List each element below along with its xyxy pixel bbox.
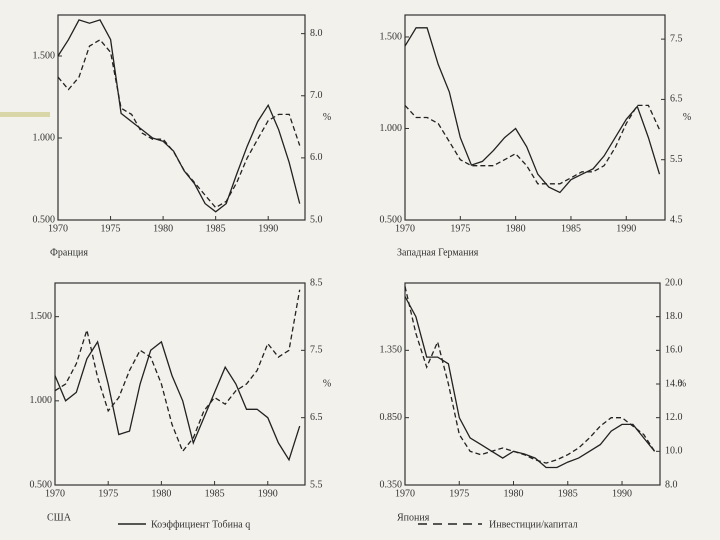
- x-tick-label: 1980: [506, 223, 526, 234]
- y2-axis-label: %: [678, 378, 686, 389]
- y2-tick-label: 7.0: [310, 90, 323, 101]
- series-line: [57, 38, 301, 209]
- x-tick-label: 1990: [258, 488, 278, 499]
- plot-frame: [404, 14, 666, 221]
- y2-tick-label: 8.0: [310, 28, 323, 39]
- y2-tick-label: 5.0: [310, 214, 323, 225]
- y2-tick-label: 5.5: [670, 154, 683, 165]
- legend-label: Инвестиции/капитал: [489, 519, 578, 530]
- chart-title: Франция: [50, 247, 88, 258]
- series-line: [54, 340, 301, 462]
- series-line: [404, 27, 661, 194]
- y2-tick-label: 6.5: [670, 94, 683, 105]
- y-tick-label: 1.500: [33, 50, 56, 61]
- x-tick-label: 1980: [151, 488, 171, 499]
- y2-tick-label: 5.5: [310, 479, 323, 490]
- x-tick-label: 1980: [504, 488, 524, 499]
- chart-title: Западная Германия: [397, 247, 479, 258]
- y2-tick-label: 10.0: [665, 446, 683, 457]
- x-tick-label: 1975: [101, 223, 121, 234]
- series-line: [404, 286, 656, 464]
- y2-tick-label: 16.0: [665, 345, 683, 356]
- plot-frame: [57, 14, 306, 221]
- y-tick-label: 1.000: [33, 132, 56, 143]
- y2-axis-label: %: [683, 112, 691, 123]
- y-tick-label: 0.350: [380, 479, 403, 490]
- y2-axis-label: %: [323, 378, 331, 389]
- x-tick-label: 1990: [616, 223, 636, 234]
- y-tick-label: 1.350: [380, 345, 403, 356]
- series-line: [404, 104, 661, 185]
- x-tick-label: 1990: [612, 488, 632, 499]
- x-tick-label: 1975: [98, 488, 118, 499]
- y2-axis-label: %: [323, 112, 331, 123]
- x-tick-label: 1990: [258, 223, 278, 234]
- y2-tick-label: 14.0: [665, 378, 683, 389]
- y2-tick-label: 8.5: [310, 277, 323, 288]
- y-tick-label: 1.000: [380, 123, 403, 134]
- y-tick-label: 1.500: [30, 311, 53, 322]
- y2-tick-label: 20.0: [665, 277, 683, 288]
- y2-tick-label: 7.5: [310, 345, 323, 356]
- y2-tick-label: 18.0: [665, 311, 683, 322]
- y-tick-label: 0.850: [380, 412, 403, 423]
- x-tick-label: 1970: [45, 488, 65, 499]
- y2-tick-label: 6.5: [310, 412, 323, 423]
- x-tick-label: 1985: [206, 223, 226, 234]
- y-tick-label: 0.500: [33, 214, 56, 225]
- x-tick-label: 1985: [558, 488, 578, 499]
- x-tick-label: 1970: [48, 223, 68, 234]
- plot-frame: [54, 282, 306, 486]
- y2-tick-label: 6.0: [310, 152, 323, 163]
- y2-tick-label: 8.0: [665, 479, 678, 490]
- series-line: [404, 296, 656, 469]
- x-tick-label: 1970: [395, 223, 415, 234]
- y-tick-label: 1.000: [30, 395, 53, 406]
- y2-tick-label: 7.5: [670, 33, 683, 44]
- y-tick-label: 0.500: [380, 214, 403, 225]
- decor-bar: [0, 112, 50, 117]
- x-tick-label: 1975: [450, 223, 470, 234]
- x-tick-label: 1980: [153, 223, 173, 234]
- x-tick-label: 1985: [205, 488, 225, 499]
- series-line: [54, 289, 301, 453]
- chart-title: Япония: [397, 512, 430, 523]
- x-tick-label: 1970: [395, 488, 415, 499]
- legend-label: Коэффициент Тобина q: [151, 519, 250, 530]
- y2-tick-label: 4.5: [670, 214, 683, 225]
- chart-title: США: [47, 512, 72, 523]
- x-tick-label: 1985: [561, 223, 581, 234]
- y-tick-label: 1.500: [380, 31, 403, 42]
- y2-tick-label: 12.0: [665, 412, 683, 423]
- y-tick-label: 0.500: [30, 479, 53, 490]
- x-tick-label: 1975: [449, 488, 469, 499]
